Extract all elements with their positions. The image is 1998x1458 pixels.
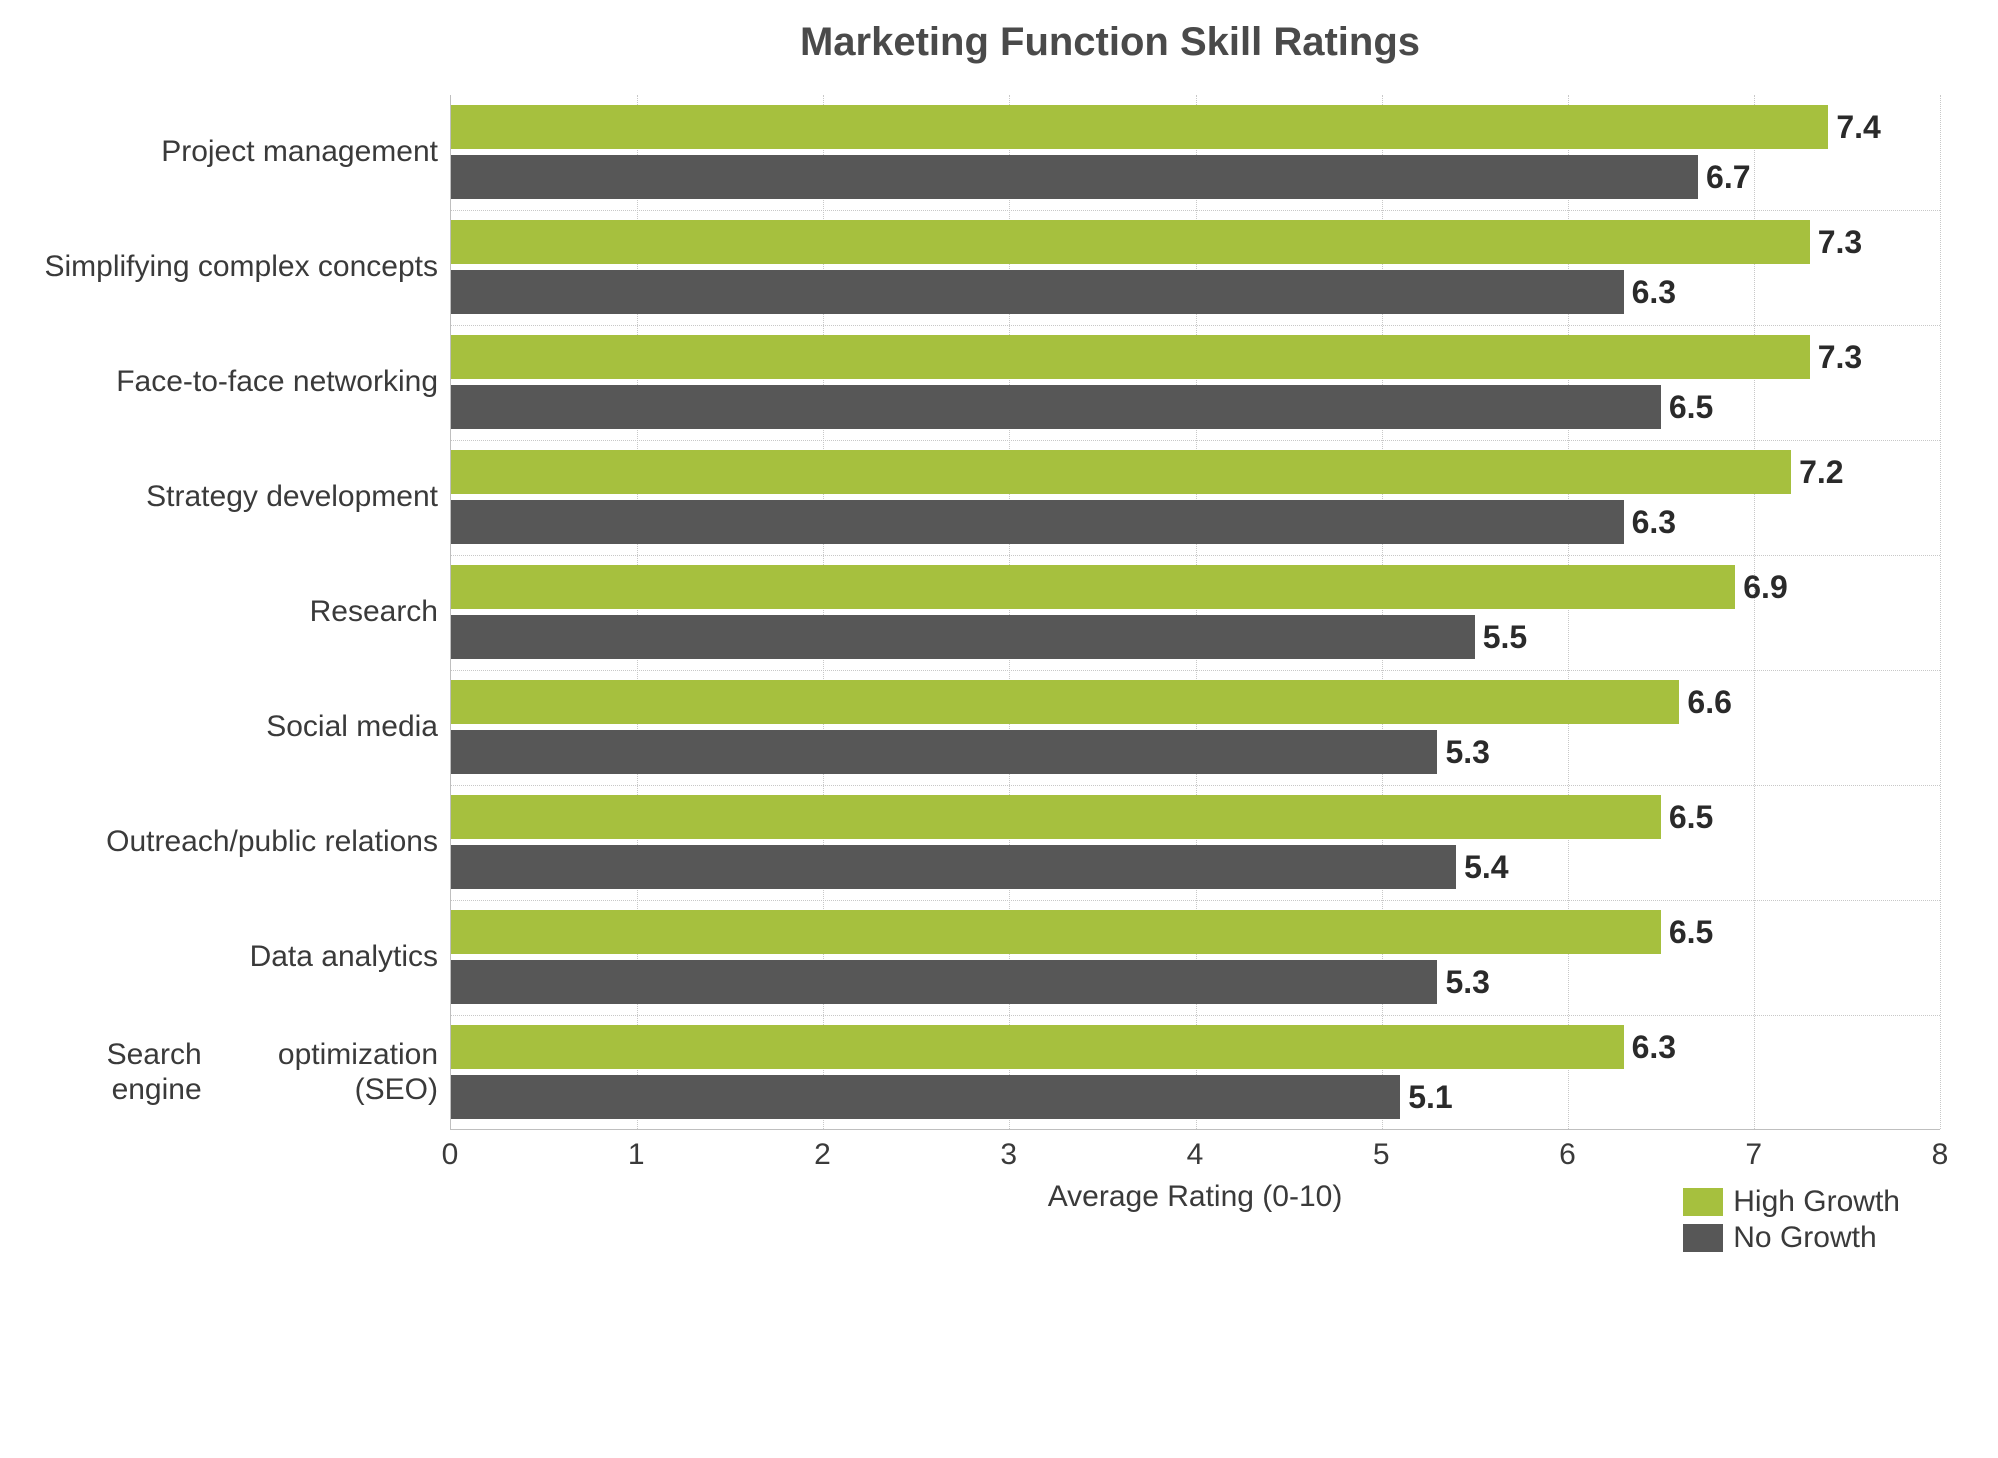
bar-value-label: 7.4 (1836, 109, 1880, 146)
legend-label: High Growth (1733, 1185, 1900, 1219)
x-tick: 4 (1187, 1138, 1204, 1172)
x-tick: 2 (814, 1138, 831, 1172)
bar-value-label: 6.5 (1669, 389, 1713, 426)
bar-value-label: 5.3 (1445, 734, 1489, 771)
y-axis-label: Research (20, 555, 438, 670)
y-axis-label: Simplifying complex concepts (20, 210, 438, 325)
bar-value-label: 7.3 (1818, 339, 1862, 376)
bar-no_growth (451, 845, 1456, 889)
y-axis-label: Project management (20, 95, 438, 210)
bar-group: 7.3 6.3 (451, 210, 1940, 325)
legend-label: No Growth (1733, 1221, 1876, 1255)
bar-value-label: 5.5 (1483, 619, 1527, 656)
bar-group: 7.4 6.7 (451, 95, 1940, 210)
bar-no_growth (451, 730, 1437, 774)
bar-value-label: 6.3 (1632, 504, 1676, 541)
y-axis-label: Data analytics (20, 900, 438, 1015)
y-axis-label-line: Search engine (20, 1038, 202, 1107)
y-axis-label: Search engineoptimization (SEO) (20, 1015, 438, 1130)
x-axis-title: Average Rating (0-10) (1048, 1180, 1343, 1214)
legend-swatch (1683, 1224, 1723, 1252)
gridline (1940, 95, 1941, 1129)
x-tick: 8 (1932, 1138, 1949, 1172)
legend-item: No Growth (1683, 1221, 1900, 1255)
bar-no_growth (451, 500, 1624, 544)
bar-group: 7.2 6.3 (451, 440, 1940, 555)
bar-high_growth (451, 565, 1735, 609)
x-tick: 6 (1559, 1138, 1576, 1172)
bar-no_growth (451, 270, 1624, 314)
bar-no_growth (451, 385, 1661, 429)
legend-item: High Growth (1683, 1185, 1900, 1219)
bar-value-label: 5.4 (1464, 849, 1508, 886)
y-axis-label: Outreach/public relations (20, 785, 438, 900)
bar-group: 6.3 5.1 (451, 1015, 1940, 1130)
bar-group: 6.5 5.4 (451, 785, 1940, 900)
x-tick: 7 (1745, 1138, 1762, 1172)
y-axis-label-line: Data analytics (250, 940, 438, 975)
y-axis-label-line: Strategy development (146, 480, 438, 515)
bar-value-label: 7.2 (1799, 454, 1843, 491)
y-axis-label-line: Social media (266, 710, 438, 745)
bar-high_growth (451, 220, 1810, 264)
bar-value-label: 5.3 (1445, 964, 1489, 1001)
y-axis-label-line: optimization (SEO) (202, 1038, 438, 1107)
bar-value-label: 6.5 (1669, 914, 1713, 951)
bar-high_growth (451, 680, 1679, 724)
bar-high_growth (451, 335, 1810, 379)
y-axis-label: Social media (20, 670, 438, 785)
y-axis-label-line: Simplifying complex concepts (44, 250, 438, 285)
bar-high_growth (451, 910, 1661, 954)
y-axis-label: Face-to-face networking (20, 325, 438, 440)
y-axis-labels: Project management Simplifying complex co… (20, 95, 450, 1130)
bar-group: 6.6 5.3 (451, 670, 1940, 785)
x-tick: 1 (628, 1138, 645, 1172)
y-axis-label-line: Research (310, 595, 438, 630)
bar-group: 6.9 5.5 (451, 555, 1940, 670)
bar-high_growth (451, 450, 1791, 494)
y-axis-label-line: Outreach/public relations (106, 825, 438, 860)
bar-no_growth (451, 615, 1475, 659)
bar-group: 7.3 6.5 (451, 325, 1940, 440)
skill-ratings-chart: Marketing Function Skill Ratings Project… (20, 20, 1940, 1190)
bar-value-label: 5.1 (1408, 1079, 1452, 1116)
plot-area: 7.4 6.7 7.3 6.3 7.3 6.5 7.2 6.3 6.9 5.5 6.6 5.3 6.5 5… (450, 95, 1940, 1130)
bar-value-label: 6.7 (1706, 159, 1750, 196)
plot-wrap: Project management Simplifying complex co… (20, 95, 1940, 1130)
bar-high_growth (451, 1025, 1624, 1069)
bar-no_growth (451, 155, 1698, 199)
bar-no_growth (451, 1075, 1400, 1119)
y-axis-label: Strategy development (20, 440, 438, 555)
x-tick: 3 (1000, 1138, 1017, 1172)
bar-high_growth (451, 105, 1828, 149)
chart-title: Marketing Function Skill Ratings (20, 20, 1940, 65)
bar-value-label: 6.3 (1632, 1029, 1676, 1066)
legend-swatch (1683, 1188, 1723, 1216)
bar-value-label: 6.9 (1743, 569, 1787, 606)
y-axis-label-line: Project management (161, 135, 438, 170)
x-axis: Average Rating (0-10) 012345678 (450, 1130, 1940, 1190)
legend: High GrowthNo Growth (1683, 1185, 1900, 1255)
bar-high_growth (451, 795, 1661, 839)
bar-value-label: 6.5 (1669, 799, 1713, 836)
bar-value-label: 6.6 (1687, 684, 1731, 721)
bar-value-label: 6.3 (1632, 274, 1676, 311)
x-tick: 0 (442, 1138, 459, 1172)
bar-no_growth (451, 960, 1437, 1004)
bar-value-label: 7.3 (1818, 224, 1862, 261)
y-axis-label-line: Face-to-face networking (116, 365, 438, 400)
x-tick: 5 (1373, 1138, 1390, 1172)
bar-group: 6.5 5.3 (451, 900, 1940, 1015)
